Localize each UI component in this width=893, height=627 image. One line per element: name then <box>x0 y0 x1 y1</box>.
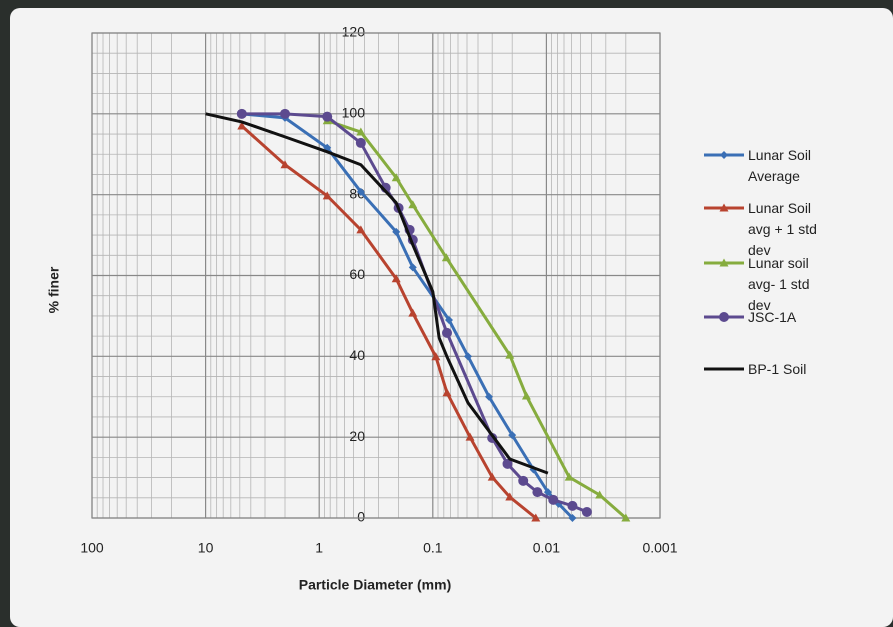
marker <box>322 111 333 122</box>
marker <box>567 500 578 511</box>
marker <box>485 392 494 401</box>
legend-swatch <box>704 203 744 212</box>
y-tick-label: 60 <box>349 266 365 282</box>
marker <box>392 227 401 236</box>
marker <box>322 191 332 200</box>
legend-entry: JSC-1A <box>700 307 833 328</box>
marker <box>508 431 517 440</box>
y-tick-label: 20 <box>349 428 365 444</box>
marker <box>280 108 291 119</box>
marker <box>237 121 247 130</box>
legend-swatch <box>704 258 744 267</box>
legend-swatch <box>704 151 744 159</box>
legend-label: Lunar soil avg- 1 std dev <box>748 255 810 313</box>
y-tick-label: 100 <box>342 105 366 121</box>
legend-entry: Lunar soil avg- 1 std dev <box>700 253 833 316</box>
marker <box>445 315 454 324</box>
marker <box>518 475 529 486</box>
legend-swatch <box>704 367 744 371</box>
marker <box>719 203 729 212</box>
marker <box>356 127 366 136</box>
marker <box>581 506 592 517</box>
marker <box>441 327 452 338</box>
marker <box>408 308 418 317</box>
marker <box>505 350 515 359</box>
panel <box>10 8 893 627</box>
marker <box>408 200 418 209</box>
legend-label: BP-1 Soil <box>748 361 807 377</box>
marker <box>621 513 631 522</box>
y-tick-label: 40 <box>349 347 365 363</box>
marker <box>532 487 543 498</box>
marker <box>505 492 515 501</box>
marker <box>595 490 605 499</box>
marker <box>543 488 552 497</box>
marker <box>521 391 531 400</box>
marker <box>719 312 729 322</box>
marker <box>408 263 417 272</box>
marker <box>280 160 290 169</box>
x-axis-title: Particle Diameter (mm) <box>299 577 452 593</box>
x-tick-label: 1 <box>315 540 323 556</box>
legend-label: Lunar Soil Average <box>748 147 812 184</box>
marker <box>431 352 441 361</box>
marker <box>391 173 401 182</box>
marker <box>236 108 247 119</box>
marker <box>465 432 475 441</box>
series-line <box>326 119 627 520</box>
marker <box>356 225 366 234</box>
x-tick-label: 100 <box>80 540 104 556</box>
marker <box>564 472 574 481</box>
legend-entry: Lunar Soil Average <box>700 145 833 187</box>
x-tick-label: 0.1 <box>423 540 443 556</box>
legend-swatch <box>704 312 744 322</box>
marker <box>502 458 513 469</box>
legend-entry: BP-1 Soil <box>700 359 833 380</box>
x-tick-label: 0.001 <box>642 540 677 556</box>
marker <box>356 187 365 196</box>
legend-entry: Lunar Soil avg + 1 std dev <box>700 198 833 261</box>
y-tick-label: 120 <box>342 24 366 40</box>
x-tick-label: 0.01 <box>533 540 560 556</box>
marker <box>391 274 401 283</box>
y-axis-title: % finer <box>46 266 62 313</box>
legend-label: Lunar Soil avg + 1 std dev <box>748 200 817 258</box>
plot-border <box>91 32 661 519</box>
marker <box>442 388 452 397</box>
marker <box>441 253 451 262</box>
y-tick-label: 0 <box>357 509 365 525</box>
marker <box>531 513 541 522</box>
marker <box>487 472 497 481</box>
x-tick-label: 10 <box>198 540 214 556</box>
marker <box>568 514 577 522</box>
marker <box>355 137 366 148</box>
marker <box>548 494 559 505</box>
marker <box>720 151 728 159</box>
marker <box>463 352 472 361</box>
series-line <box>205 112 549 475</box>
marker <box>719 258 729 267</box>
legend-label: JSC-1A <box>748 309 797 325</box>
